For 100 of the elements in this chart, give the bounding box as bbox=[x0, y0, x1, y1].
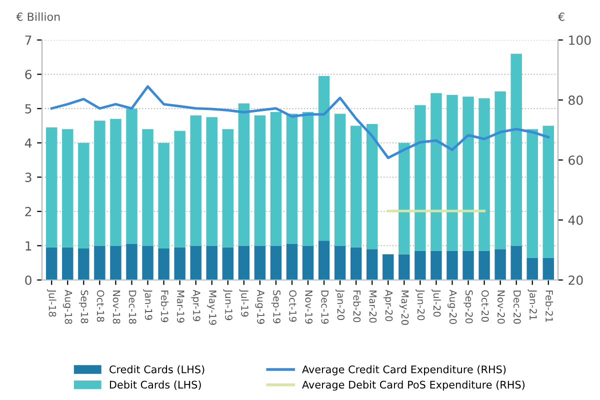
y-tick-label: 5 bbox=[25, 104, 32, 114]
x-tick-label: Aug-18 bbox=[62, 290, 72, 324]
bar bbox=[398, 254, 410, 280]
bar bbox=[46, 127, 58, 248]
x-tick-label: Jul-18 bbox=[46, 289, 56, 317]
x-tick-label: Apr-20 bbox=[383, 290, 393, 322]
y2-tick-label: 100 bbox=[569, 35, 591, 45]
bar bbox=[510, 246, 522, 280]
bar bbox=[270, 246, 282, 280]
legend-label: Credit Cards (LHS) bbox=[110, 365, 204, 375]
bar bbox=[254, 246, 266, 280]
x-tick-label: Mar-20 bbox=[369, 290, 377, 323]
bar bbox=[174, 247, 186, 280]
x-tick-label: Nov-19 bbox=[305, 290, 313, 324]
bar bbox=[222, 247, 234, 280]
bar bbox=[462, 96, 474, 251]
bar bbox=[78, 142, 90, 248]
bar bbox=[142, 246, 154, 280]
x-tick-label: Aug-19 bbox=[255, 290, 264, 324]
y-tick-label: 3 bbox=[25, 172, 32, 182]
bar bbox=[542, 126, 554, 258]
bar bbox=[222, 129, 234, 248]
x-tick-label: Sep-18 bbox=[78, 290, 88, 324]
x-tick-label: Sep-20 bbox=[464, 290, 473, 324]
bar bbox=[46, 247, 58, 280]
x-tick-label: Oct-20 bbox=[481, 290, 489, 322]
legend-label: Average Credit Card Expenditure (RHS) bbox=[302, 365, 506, 376]
x-tick-label: Aug-20 bbox=[448, 290, 457, 324]
y-tick-label: 7 bbox=[25, 36, 32, 45]
line-series bbox=[50, 85, 550, 160]
y-tick-label: 4 bbox=[24, 138, 32, 148]
bar bbox=[318, 240, 330, 280]
y2-tick-label: 40 bbox=[568, 215, 583, 225]
bar bbox=[206, 117, 218, 246]
bar bbox=[462, 250, 474, 280]
y2-tick-label: 60 bbox=[568, 155, 583, 165]
bar bbox=[446, 250, 458, 280]
bar bbox=[302, 112, 314, 246]
x-tick-label: Feb-21 bbox=[546, 290, 554, 322]
bar bbox=[110, 246, 122, 280]
bar bbox=[350, 247, 362, 280]
x-tick-label: Sep-19 bbox=[271, 290, 280, 324]
bar bbox=[478, 250, 490, 280]
x-tick-label: May-19 bbox=[207, 290, 216, 325]
bar bbox=[526, 129, 538, 258]
y-axis-title: € Billion bbox=[16, 12, 60, 21]
legend-label: Average Debit Card PoS Expenditure (RHS) bbox=[302, 380, 525, 391]
bar bbox=[94, 120, 106, 246]
x-tick-label: May-20 bbox=[399, 290, 409, 325]
bar bbox=[142, 129, 154, 246]
x-tick-label: Nov-20 bbox=[497, 290, 505, 324]
x-tick-label: Oct-18 bbox=[96, 290, 104, 322]
bar bbox=[158, 142, 170, 248]
bar bbox=[510, 54, 522, 246]
bar bbox=[526, 258, 538, 280]
bar bbox=[414, 250, 426, 280]
bar bbox=[190, 115, 202, 246]
bar bbox=[238, 103, 250, 246]
x-tick-label: Oct-19 bbox=[289, 290, 297, 322]
y-tick-label: 6 bbox=[25, 70, 32, 80]
bar bbox=[366, 124, 378, 250]
x-tick-label: Dec-19 bbox=[321, 290, 329, 324]
bar bbox=[78, 248, 90, 280]
bar bbox=[126, 108, 138, 244]
bar bbox=[206, 246, 218, 280]
bar bbox=[62, 247, 74, 280]
bar bbox=[110, 118, 122, 246]
y-tick-label: 2 bbox=[25, 206, 32, 216]
y2-tick-label: 20 bbox=[568, 275, 583, 285]
bar bbox=[254, 115, 266, 246]
bar bbox=[126, 244, 138, 280]
x-tick-label: Jun-19 bbox=[223, 289, 232, 320]
y2-axis-title: € bbox=[558, 12, 564, 21]
bar bbox=[414, 105, 426, 251]
x-tick-label: Jan-21 bbox=[528, 289, 537, 320]
bar bbox=[286, 244, 298, 280]
bar bbox=[318, 76, 330, 241]
bar bbox=[478, 98, 490, 251]
bar bbox=[494, 91, 506, 250]
bar bbox=[174, 130, 186, 248]
x-tick-label: Feb-20 bbox=[353, 290, 361, 322]
legend-label: Debit Cards (LHS) bbox=[110, 380, 201, 390]
x-tick-label: Jan-19 bbox=[143, 289, 152, 320]
bar bbox=[398, 142, 410, 254]
x-tick-label: Apr-19 bbox=[191, 290, 200, 322]
bar bbox=[302, 246, 314, 280]
bar bbox=[334, 114, 346, 246]
bar bbox=[270, 112, 282, 246]
x-tick-label: Jan-20 bbox=[335, 289, 345, 320]
x-tick-label: Feb-19 bbox=[160, 290, 168, 322]
bar bbox=[430, 93, 442, 251]
x-tick-label: Jul-20 bbox=[432, 289, 441, 317]
x-tick-label: Jul-19 bbox=[239, 289, 249, 317]
bar bbox=[238, 246, 250, 280]
x-tick-label: Dec-20 bbox=[514, 290, 521, 324]
bar bbox=[286, 114, 298, 244]
bar bbox=[446, 94, 458, 251]
x-tick-label: Nov-18 bbox=[112, 290, 120, 324]
bar bbox=[430, 250, 442, 280]
bar bbox=[382, 254, 394, 280]
